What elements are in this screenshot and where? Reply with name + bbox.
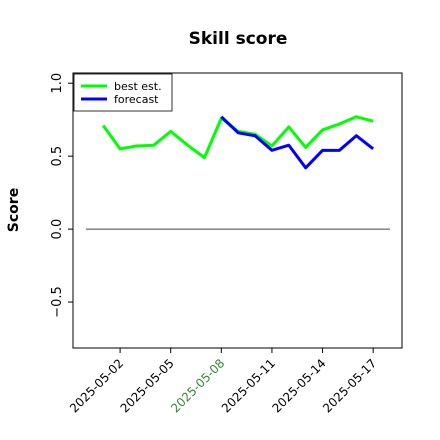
x-tick-label: 2025-05-17 (320, 356, 379, 415)
y-tick-label: −0.5 (50, 286, 65, 318)
y-tick-label: 0.0 (50, 219, 65, 240)
series-line (220, 115, 375, 170)
legend-label: best est. (114, 80, 162, 93)
y-tick-label: 1.0 (50, 73, 65, 94)
chart-title: Skill score (189, 29, 288, 49)
legend-label: forecast (114, 93, 159, 106)
plot-frame (72, 72, 403, 349)
y-axis-label: Score (6, 188, 22, 232)
legend-box (73, 73, 173, 112)
y-tick-label: 0.5 (50, 146, 65, 167)
